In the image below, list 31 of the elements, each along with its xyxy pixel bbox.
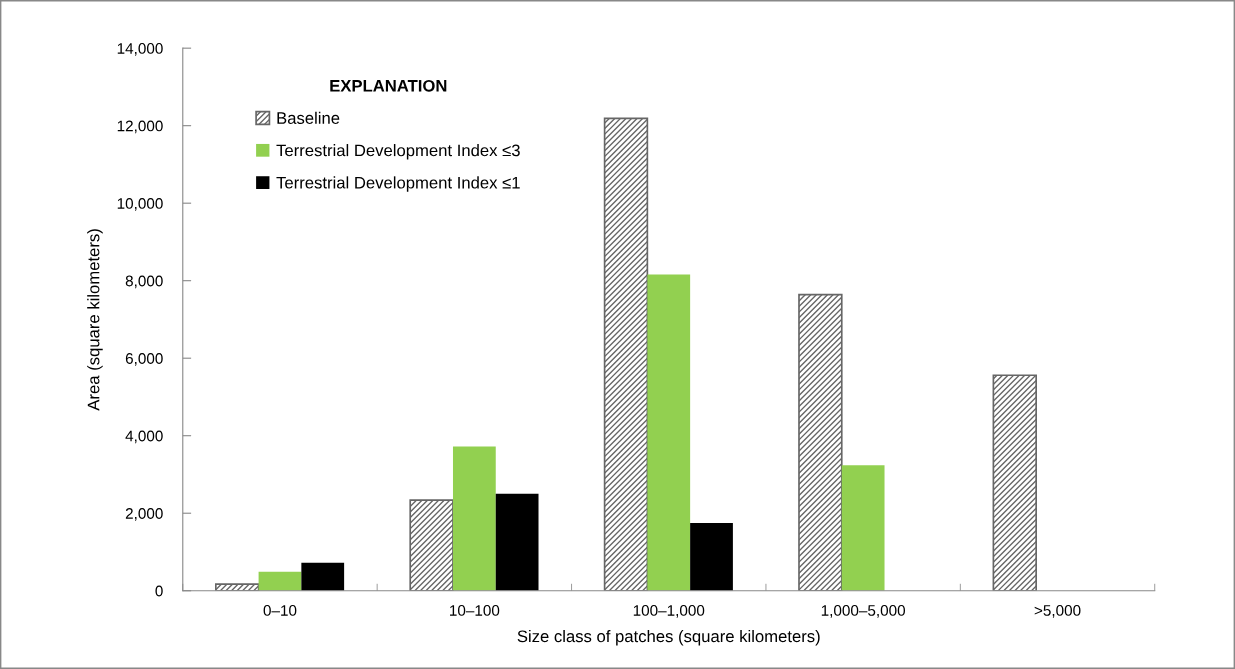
bar: [409, 499, 454, 591]
x-tick-label: >5,000: [1034, 605, 1081, 618]
bar: [214, 583, 260, 591]
bar: [495, 493, 539, 591]
y-tick-label: 12,000: [117, 120, 163, 134]
y-tick-label: 6,000: [125, 353, 163, 366]
x-tick-label: 100–1,000: [633, 605, 705, 618]
bar: [301, 562, 345, 591]
bar: [603, 117, 649, 591]
bar: [841, 465, 885, 591]
bar: [992, 374, 1037, 591]
legend-title: EXPLANATION: [330, 79, 447, 92]
x-tick-label: 1,000–5,000: [821, 605, 906, 618]
x-tick-label: 0–10: [263, 605, 297, 616]
bar: [690, 522, 733, 591]
legend-label: Terrestrial Development Index ≤1: [276, 176, 520, 192]
bar: [647, 274, 691, 591]
x-tick-label: 10–100: [450, 605, 500, 616]
bar: [258, 571, 302, 591]
legend-label: Baseline: [277, 111, 340, 124]
y-tick-label: 10,000: [117, 198, 163, 211]
legend-label: Terrestrial Development Index ≤3: [276, 144, 520, 160]
bar: [798, 293, 843, 591]
y-tick-label: 4,000: [125, 430, 163, 444]
y-tick-label: 14,000: [117, 43, 163, 56]
y-tick-label: 8,000: [125, 275, 163, 289]
x-axis-title: Size class of patches (square kilometers): [517, 629, 820, 646]
y-axis-title: Area (square kilometers): [87, 229, 103, 411]
bar: [452, 446, 496, 591]
y-tick-label: 2,000: [125, 508, 163, 521]
y-tick-label: 0: [155, 585, 163, 597]
